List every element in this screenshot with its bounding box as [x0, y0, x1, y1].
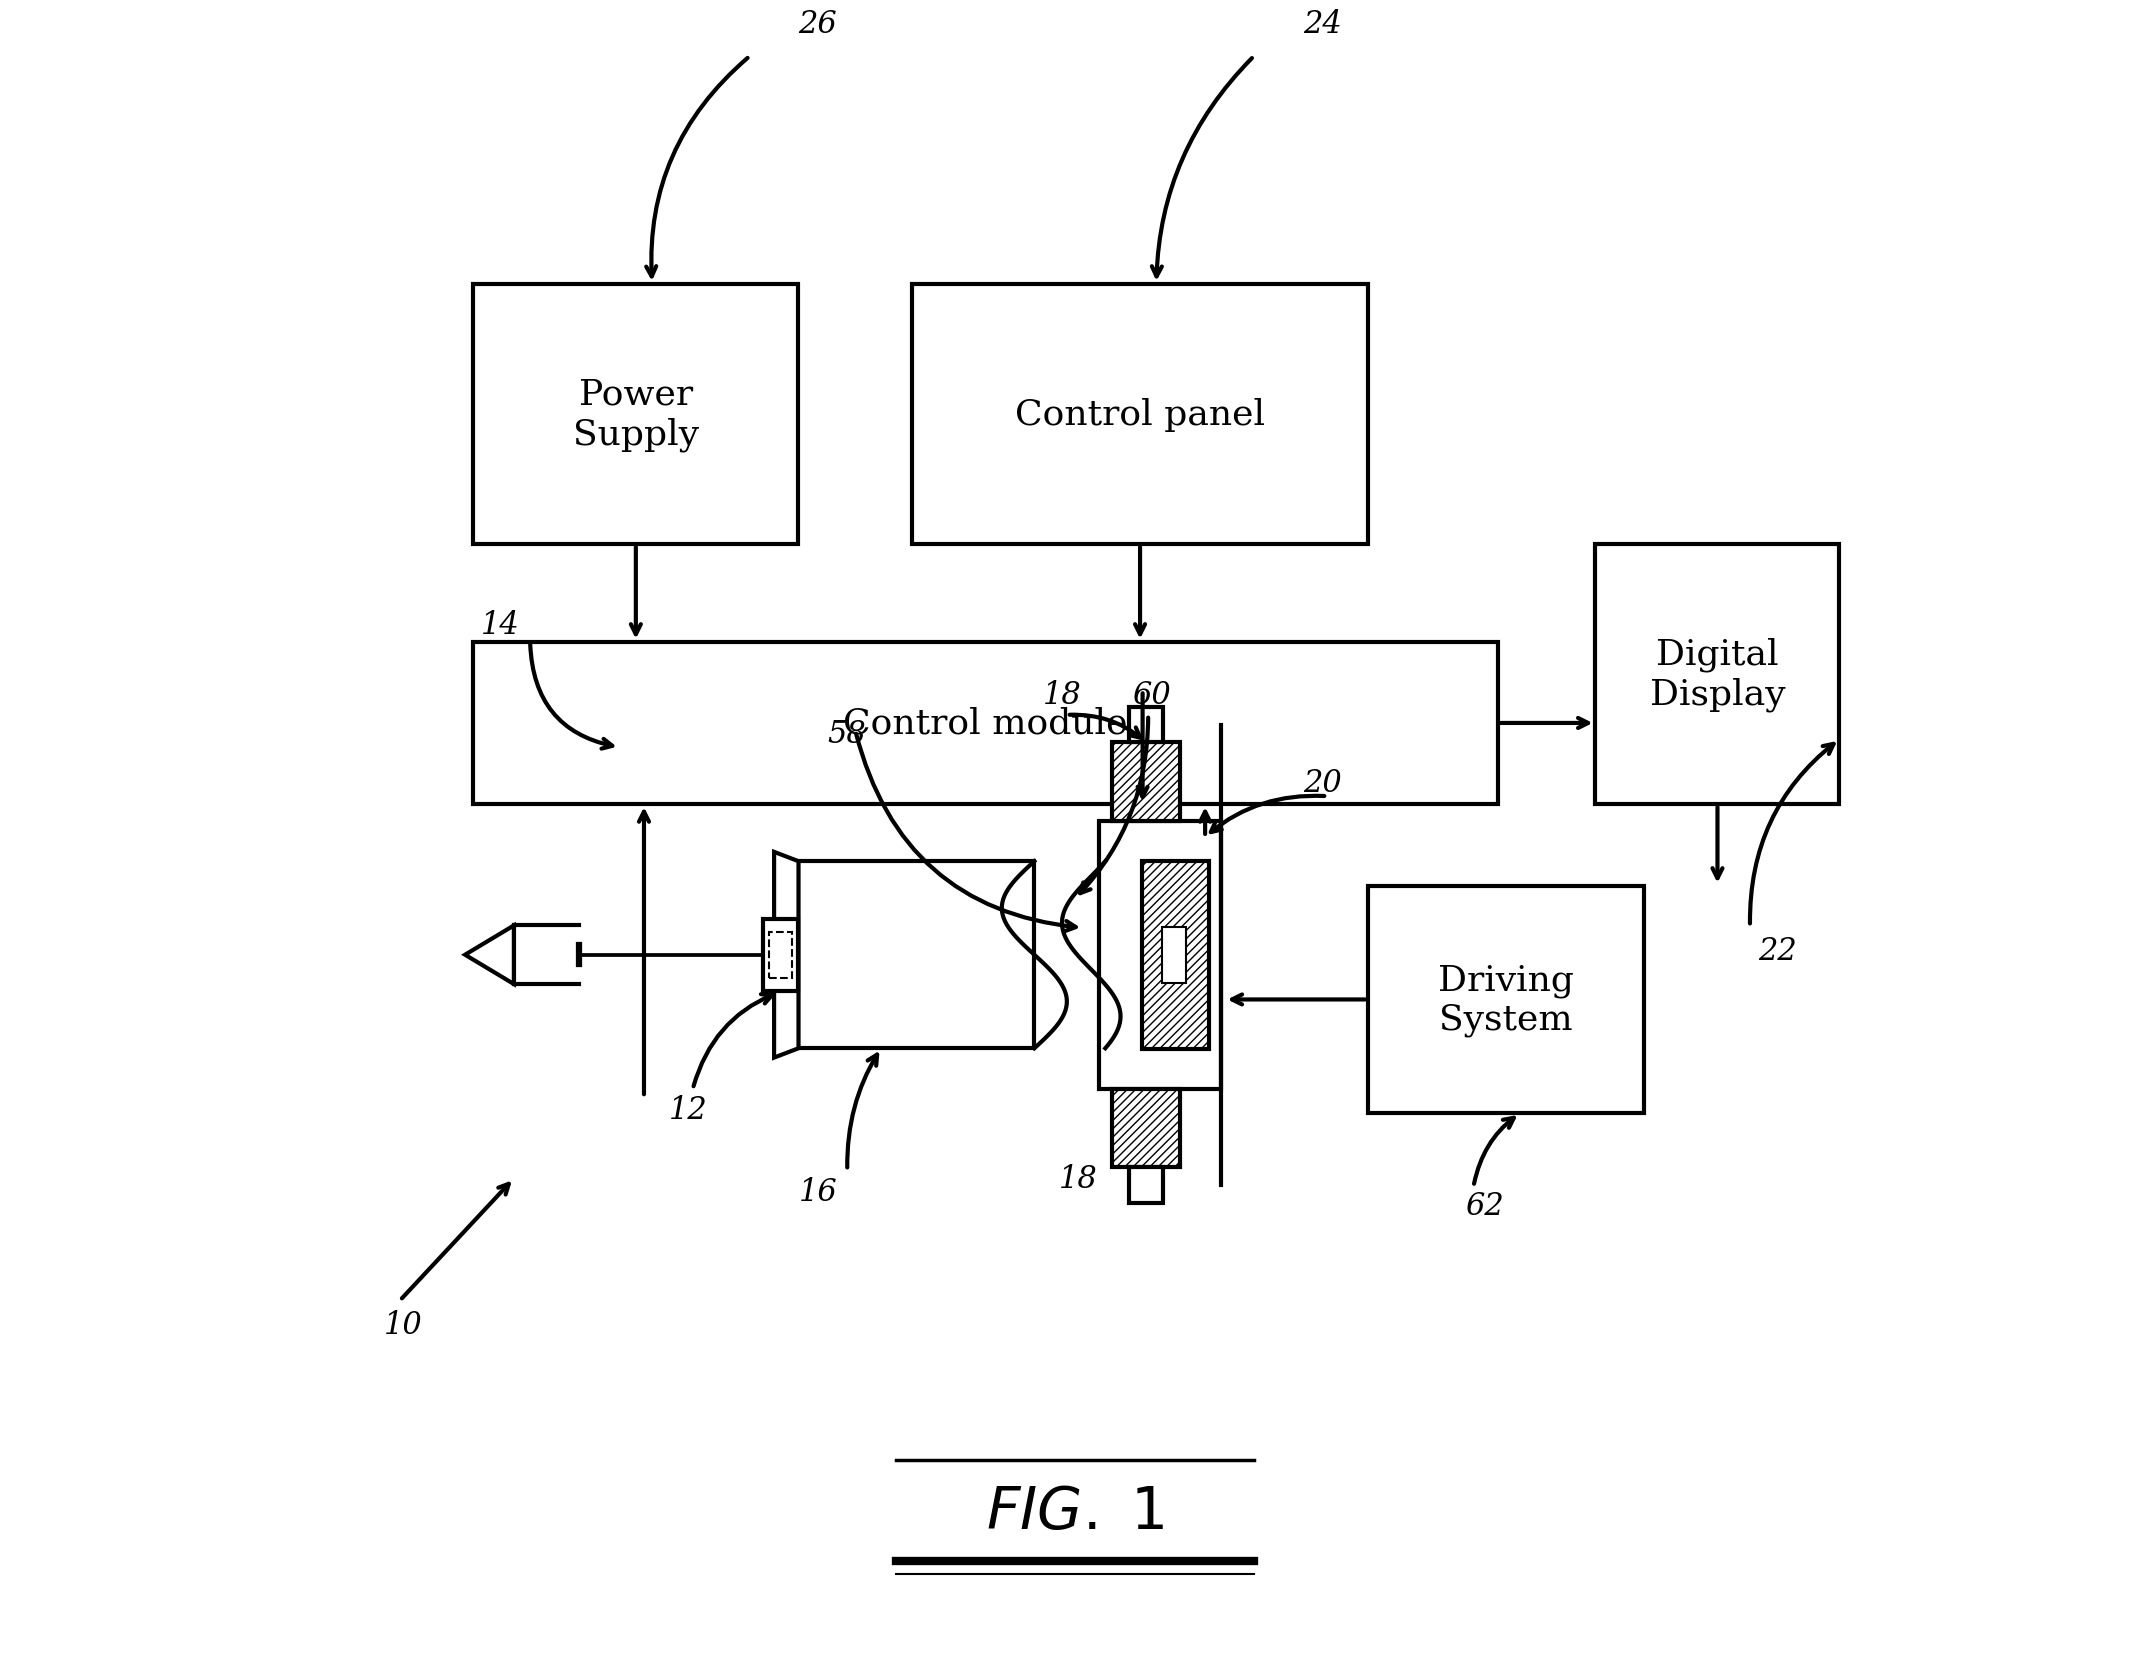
Text: 10: 10	[383, 1309, 424, 1341]
Bar	[1129, 1167, 1163, 1203]
Text: 60: 60	[1131, 679, 1172, 711]
Text: Power
Supply: Power Supply	[572, 378, 699, 452]
Text: 18: 18	[1058, 1163, 1096, 1193]
Bar	[1099, 822, 1221, 1089]
Text: $\mathit{FIG.}$ $\mathit{1}$: $\mathit{FIG.}$ $\mathit{1}$	[987, 1485, 1163, 1539]
Bar	[473, 643, 1499, 805]
Text: 58: 58	[828, 719, 866, 751]
Text: 14: 14	[482, 610, 520, 641]
Bar	[1112, 1089, 1180, 1167]
Bar	[1129, 708, 1163, 742]
Text: Control module: Control module	[843, 706, 1129, 741]
Bar	[473, 285, 798, 545]
Text: Control panel: Control panel	[1015, 398, 1264, 432]
Text: 26: 26	[798, 8, 836, 40]
Bar	[1112, 742, 1180, 822]
Polygon shape	[464, 926, 514, 984]
Text: Driving
System: Driving System	[1438, 963, 1574, 1037]
Text: 22: 22	[1759, 935, 1797, 966]
Bar	[1163, 926, 1185, 983]
Text: 62: 62	[1466, 1190, 1505, 1221]
Bar	[763, 920, 798, 991]
Polygon shape	[774, 852, 798, 1057]
Bar	[1142, 862, 1208, 1049]
Text: 18: 18	[1043, 679, 1081, 711]
Text: 12: 12	[669, 1095, 707, 1125]
Bar	[912, 285, 1367, 545]
Text: Digital
Display: Digital Display	[1649, 638, 1784, 713]
Text: 16: 16	[798, 1176, 836, 1206]
Bar	[798, 862, 1034, 1049]
Text: 24: 24	[1303, 8, 1342, 40]
Text: 20: 20	[1303, 767, 1342, 799]
Bar	[1595, 545, 1840, 805]
Bar	[770, 933, 791, 978]
Bar	[1367, 886, 1645, 1114]
